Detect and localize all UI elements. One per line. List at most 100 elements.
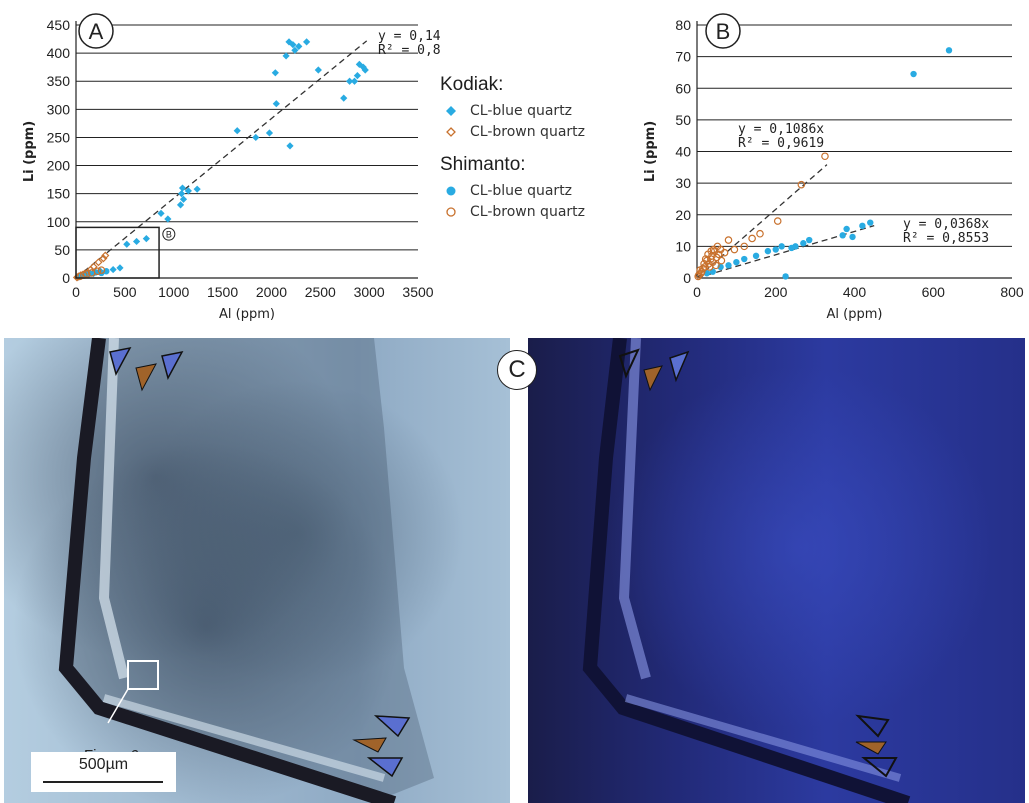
y-tick-label: 60 (675, 80, 691, 96)
brown-arrow-icon (855, 741, 887, 755)
x-tick-label: 0 (693, 284, 701, 300)
trend-r2: R² = 0,9619 (738, 136, 824, 151)
data-point (265, 129, 274, 137)
panel-badge (705, 13, 741, 49)
data-point (157, 209, 165, 217)
data-point (295, 42, 303, 50)
y-tick-label: 50 (675, 112, 691, 128)
data-point (910, 70, 917, 78)
data-point (849, 233, 856, 241)
data-point (694, 272, 702, 281)
figure-6-box (127, 660, 159, 690)
y-tick-label: 400 (47, 45, 71, 61)
inset-box (75, 226, 160, 279)
data-point (353, 72, 362, 80)
crystal-outline-left (58, 338, 434, 803)
data-point (772, 246, 779, 253)
y-tick-label: 0 (62, 270, 70, 286)
y-tick-label: 100 (47, 214, 71, 230)
chart-legend: Kodiak: CL-blue quartz CL-brown quartz S… (440, 74, 630, 222)
legend-label: CL-blue quartz (470, 102, 573, 119)
x-tick-label: 2500 (305, 284, 336, 300)
x-tick-label: 3500 (402, 284, 433, 300)
legend-group-kodiak: Kodiak: (440, 74, 504, 95)
filled-diamond-icon (446, 105, 456, 116)
x-tick-label: 800 (1000, 284, 1024, 300)
data-point (764, 247, 772, 255)
trend-equation: y = 0,0368x (903, 217, 989, 232)
data-point (303, 38, 311, 46)
data-point (821, 152, 829, 161)
data-point (797, 180, 806, 189)
y-tick-label: 20 (675, 207, 691, 223)
trend-line (696, 164, 828, 279)
data-point (859, 222, 866, 230)
trend-equation: y = 0,1086x (738, 122, 824, 137)
scale-bar: 500µm (31, 752, 176, 792)
data-point (788, 244, 795, 252)
data-point (741, 255, 748, 263)
data-point (725, 262, 732, 269)
y-tick-label: 50 (54, 242, 70, 258)
data-point (782, 273, 789, 280)
data-point (193, 185, 201, 193)
y-tick-label: 10 (675, 238, 691, 254)
data-point (93, 267, 102, 276)
x-tick-label: 2000 (256, 284, 287, 300)
cl-image-left: Figure 6 500µm (4, 338, 510, 803)
y-tick-label: 150 (47, 186, 71, 202)
data-point (843, 225, 850, 233)
data-point (252, 133, 260, 142)
data-point (717, 256, 726, 265)
blue-arrow-icon (109, 346, 132, 377)
legend-label: CL-brown quartz (470, 123, 585, 140)
data-point (700, 259, 708, 268)
y-axis-label: Li (ppm) (643, 121, 658, 182)
brown-arrow-icon (352, 737, 387, 753)
blue-arrow-icon (366, 757, 404, 778)
data-point (839, 232, 846, 239)
data-point (705, 263, 714, 271)
data-point (109, 265, 117, 274)
legend-label: CL-blue quartz (470, 182, 573, 199)
data-point (346, 77, 354, 85)
brown-arrow-icon (135, 363, 157, 392)
data-point (99, 254, 108, 263)
data-point (176, 201, 185, 209)
data-point (800, 240, 807, 247)
data-point (116, 264, 124, 272)
y-tick-label: 250 (47, 129, 71, 145)
data-point (756, 229, 764, 238)
filled-circle-icon (446, 186, 456, 195)
x-tick-label: 1500 (207, 284, 238, 300)
x-tick-label: 400 (843, 284, 867, 300)
x-tick-label: 600 (922, 284, 946, 300)
data-point (123, 240, 131, 248)
data-point (164, 215, 172, 223)
open-circle-icon (446, 206, 456, 217)
y-tick-label: 0 (683, 270, 691, 286)
y-axis-label: Li (ppm) (22, 121, 37, 182)
data-point (177, 190, 186, 198)
trend-r2: R² = 0,8211 (378, 43, 440, 58)
data-point (286, 142, 294, 150)
data-point (806, 236, 813, 244)
y-tick-label: 30 (675, 175, 691, 191)
data-point (233, 127, 241, 135)
blue-arrow-icon (161, 350, 184, 381)
data-point (359, 63, 367, 71)
data-point (773, 217, 782, 225)
x-tick-label: 500 (113, 284, 137, 300)
trend-line (75, 40, 368, 279)
data-point (179, 195, 188, 203)
scale-label: 500µm (78, 756, 129, 773)
cl-image-right (528, 338, 1025, 803)
data-point (101, 251, 110, 260)
data-point (361, 66, 369, 74)
legend-item-shimanto-brown: CL-brown quartz (440, 201, 630, 222)
chart-a: 0 50 100 150 200 250 300 350 400 450 0 500 1000 1500 2… (22, 13, 440, 322)
brown-arrow-icon (643, 365, 663, 392)
blue-arrow-icon (669, 350, 690, 383)
data-point (271, 69, 279, 77)
data-point (340, 94, 348, 102)
